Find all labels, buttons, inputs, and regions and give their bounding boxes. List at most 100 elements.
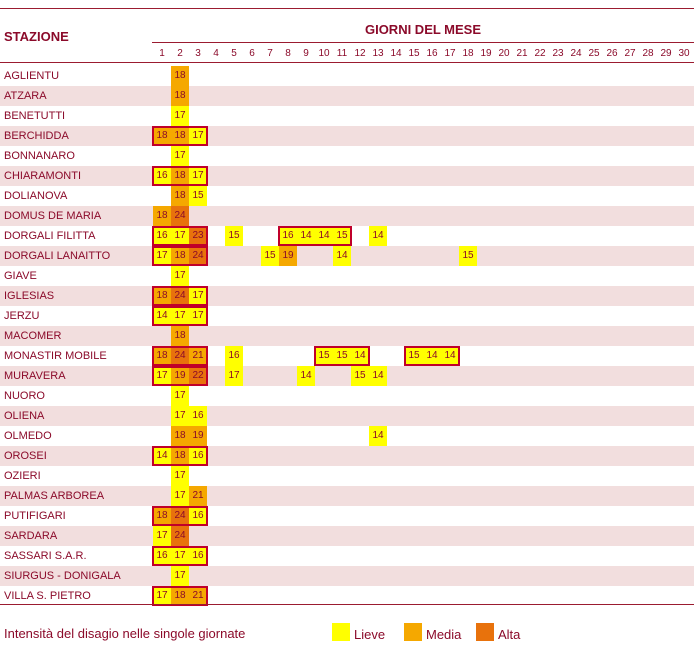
- day-number: 15: [408, 48, 420, 59]
- day-number: 25: [588, 48, 600, 59]
- heat-cell: 17: [171, 386, 189, 406]
- heat-cell: 19: [171, 366, 189, 386]
- heat-cell: 17: [189, 166, 207, 186]
- day-number: 9: [303, 48, 309, 59]
- heat-cell: 14: [369, 366, 387, 386]
- heat-cell: 15: [333, 226, 351, 246]
- station-name: GIAVE: [4, 270, 37, 282]
- day-number: 16: [426, 48, 438, 59]
- header-divider: [0, 62, 694, 63]
- station-name: DOMUS DE MARIA: [4, 210, 102, 222]
- day-number: 18: [462, 48, 474, 59]
- heat-cell: 18: [171, 246, 189, 266]
- station-name: PUTIFIGARI: [4, 510, 66, 522]
- day-number: 10: [318, 48, 330, 59]
- day-number: 17: [444, 48, 456, 59]
- heat-cell: 17: [171, 106, 189, 126]
- day-number: 27: [624, 48, 636, 59]
- heat-cell: 15: [405, 346, 423, 366]
- heat-cell: 15: [315, 346, 333, 366]
- table-row: BONNANARO 17: [0, 146, 694, 166]
- heat-cell: 18: [153, 506, 171, 526]
- heat-cell: 16: [153, 166, 171, 186]
- heat-cell: 21: [189, 586, 207, 606]
- heat-cell: 18: [171, 426, 189, 446]
- heat-cell: 17: [153, 246, 171, 266]
- legend-swatch-media: [404, 623, 422, 641]
- legend-swatch-lieve: [332, 623, 350, 641]
- table-row: BENETUTTI 17: [0, 106, 694, 126]
- bottom-divider: [0, 604, 694, 605]
- station-name: OLIENA: [4, 410, 45, 422]
- legend-caption: Intensità del disagio nelle singole gior…: [4, 626, 246, 641]
- table-row: SARDARA 17 24: [0, 526, 694, 546]
- table-row: GIAVE 17: [0, 266, 694, 286]
- top-divider: [0, 8, 694, 9]
- legend-label-alta: Alta: [498, 627, 521, 642]
- day-number: 19: [480, 48, 492, 59]
- heat-cell: 17: [153, 366, 171, 386]
- heat-cell: 18: [171, 126, 189, 146]
- station-name: SASSARI S.A.R.: [4, 550, 87, 562]
- heat-cell: 19: [279, 246, 297, 266]
- heat-cell: 17: [153, 586, 171, 606]
- day-number: 5: [231, 48, 237, 59]
- heat-cell: 18: [171, 86, 189, 106]
- day-number: 22: [534, 48, 546, 59]
- heat-cell: 16: [153, 546, 171, 566]
- heat-cell: 17: [189, 306, 207, 326]
- legend-label-lieve: Lieve: [354, 627, 386, 642]
- heat-cell: 15: [261, 246, 279, 266]
- heat-cell: 18: [171, 186, 189, 206]
- table-row: OZIERI 17: [0, 466, 694, 486]
- heat-cell: 15: [459, 246, 477, 266]
- station-name: AGLIENTU: [4, 70, 60, 82]
- heat-cell: 15: [333, 346, 351, 366]
- day-number: 23: [552, 48, 564, 59]
- station-name: DOLIANOVA: [4, 190, 68, 202]
- heat-cell: 14: [369, 426, 387, 446]
- heat-cell: 16: [279, 226, 297, 246]
- station-name: MONASTIR MOBILE: [4, 350, 107, 362]
- heat-cell: 18: [171, 446, 189, 466]
- heat-cell: 14: [315, 226, 333, 246]
- days-column-header: GIORNI DEL MESE: [364, 22, 482, 37]
- day-number: 6: [249, 48, 255, 59]
- table-row: ATZARA 18: [0, 86, 694, 106]
- station-name: SIURGUS - DONIGALA: [4, 570, 121, 582]
- heat-cell: 21: [189, 486, 207, 506]
- heat-cell: 17: [171, 146, 189, 166]
- station-name: ATZARA: [4, 90, 47, 102]
- heat-cell: 17: [171, 406, 189, 426]
- heat-cell: 17: [171, 306, 189, 326]
- station-name: OZIERI: [4, 470, 41, 482]
- day-number: 12: [354, 48, 366, 59]
- table-row: PALMAS ARBOREA 17 21: [0, 486, 694, 506]
- heat-cell: 24: [171, 526, 189, 546]
- heat-cell: 18: [153, 206, 171, 226]
- heat-cell: 23: [189, 226, 207, 246]
- heat-cell: 18: [171, 586, 189, 606]
- heat-cell: 24: [171, 286, 189, 306]
- day-number: 11: [336, 48, 348, 59]
- heat-cell: 17: [171, 466, 189, 486]
- heat-cell: 14: [153, 446, 171, 466]
- table-row: PUTIFIGARI 18 24 16: [0, 506, 694, 526]
- table-row: DORGALI FILITTA 16 17 23 15 16 14 14 15 14: [0, 226, 694, 246]
- day-number: 1: [159, 48, 165, 59]
- station-name: BENETUTTI: [4, 110, 66, 122]
- heat-cell: 17: [171, 226, 189, 246]
- heat-cell: 24: [171, 506, 189, 526]
- station-name: JERZU: [4, 310, 40, 322]
- table-row: MURAVERA 17 19 22 17 14 15 14: [0, 366, 694, 386]
- heat-cell: 16: [189, 546, 207, 566]
- table-row: AGLIENTU 18: [0, 66, 694, 86]
- day-number: 30: [678, 48, 690, 59]
- table-row: MACOMER 18: [0, 326, 694, 346]
- heat-cell: 14: [153, 306, 171, 326]
- station-name: CHIARAMONTI: [4, 170, 81, 182]
- table-row: VILLA S. PIETRO 17 18 21: [0, 586, 694, 606]
- day-number: 4: [213, 48, 219, 59]
- heat-cell: 21: [189, 346, 207, 366]
- day-number: 24: [570, 48, 582, 59]
